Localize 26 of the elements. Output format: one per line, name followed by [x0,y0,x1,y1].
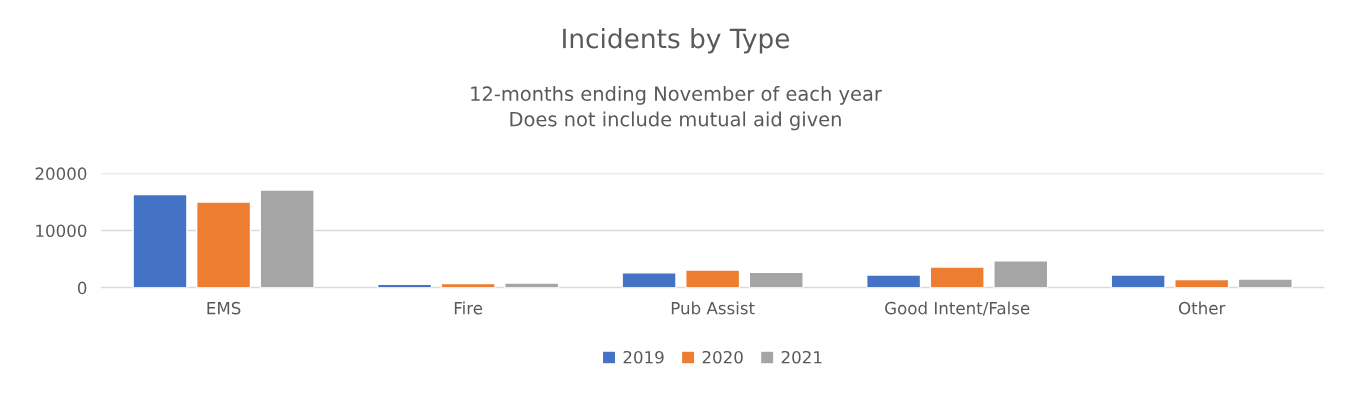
y-tick-label: 10000 [36,224,87,238]
bar [504,282,560,288]
y-tick-label: 0 [77,281,87,295]
bar [866,274,922,288]
x-tick-label: Other [1178,301,1226,315]
y-tick-label: 20000 [35,167,87,180]
chart-title: Incidents by Type [563,28,790,54]
bar [993,260,1049,288]
legend-label: 2019 [623,350,664,364]
x-tick-label: Pub Assist [671,301,755,315]
chart-subtitle: 12-months ending November of each year Does not include mutual aid given [471,85,882,131]
bar [1237,278,1293,288]
bar [929,266,985,288]
bar [685,269,741,288]
bar [748,271,804,288]
bar [132,193,188,288]
bar [259,189,315,288]
bar [621,272,677,288]
x-tick-label: EMS [207,301,241,315]
bar [1174,278,1230,288]
legend-label: 2020 [702,350,743,364]
x-tick-label: Good Intent/False [885,301,1030,316]
x-tick-label: Fire [454,301,483,315]
legend-label: 2021 [781,350,822,364]
bar [195,201,252,288]
bar [1110,274,1166,288]
